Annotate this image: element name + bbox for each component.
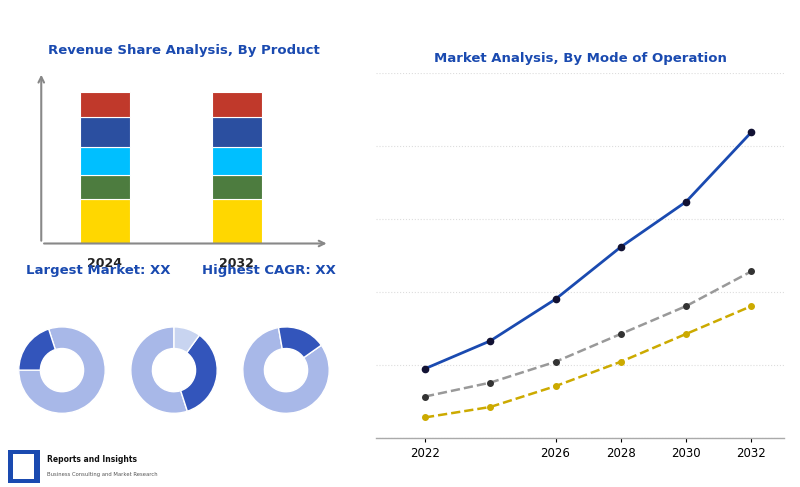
Text: GLOBAL PICK AND PLACE MACHINES MARKET SEGMENT ANALYSIS: GLOBAL PICK AND PLACE MACHINES MARKET SE… [14, 18, 558, 33]
FancyBboxPatch shape [14, 453, 34, 479]
Wedge shape [181, 335, 217, 411]
Wedge shape [18, 329, 55, 370]
Bar [212, 93, 262, 116]
Text: 2032: 2032 [219, 257, 254, 270]
Wedge shape [278, 327, 322, 357]
Text: Largest Market: XX: Largest Market: XX [26, 264, 170, 277]
Bar [79, 148, 130, 175]
Text: Reports and Insights: Reports and Insights [46, 455, 137, 464]
Bar [212, 148, 262, 175]
Wedge shape [131, 327, 187, 413]
Text: 2024: 2024 [87, 257, 122, 270]
Wedge shape [243, 328, 329, 413]
Title: Revenue Share Analysis, By Product: Revenue Share Analysis, By Product [48, 44, 320, 56]
Wedge shape [174, 327, 199, 353]
Bar [79, 199, 130, 244]
Bar [79, 93, 130, 116]
Bar [212, 199, 262, 244]
Text: Business Consulting and Market Research: Business Consulting and Market Research [46, 472, 158, 477]
Wedge shape [18, 327, 106, 413]
FancyBboxPatch shape [8, 450, 40, 483]
Title: Market Analysis, By Mode of Operation: Market Analysis, By Mode of Operation [434, 52, 726, 65]
Bar [79, 116, 130, 148]
Text: Highest CAGR: XX: Highest CAGR: XX [202, 264, 335, 277]
Bar [212, 116, 262, 148]
Bar [79, 175, 130, 199]
Bar [212, 175, 262, 199]
